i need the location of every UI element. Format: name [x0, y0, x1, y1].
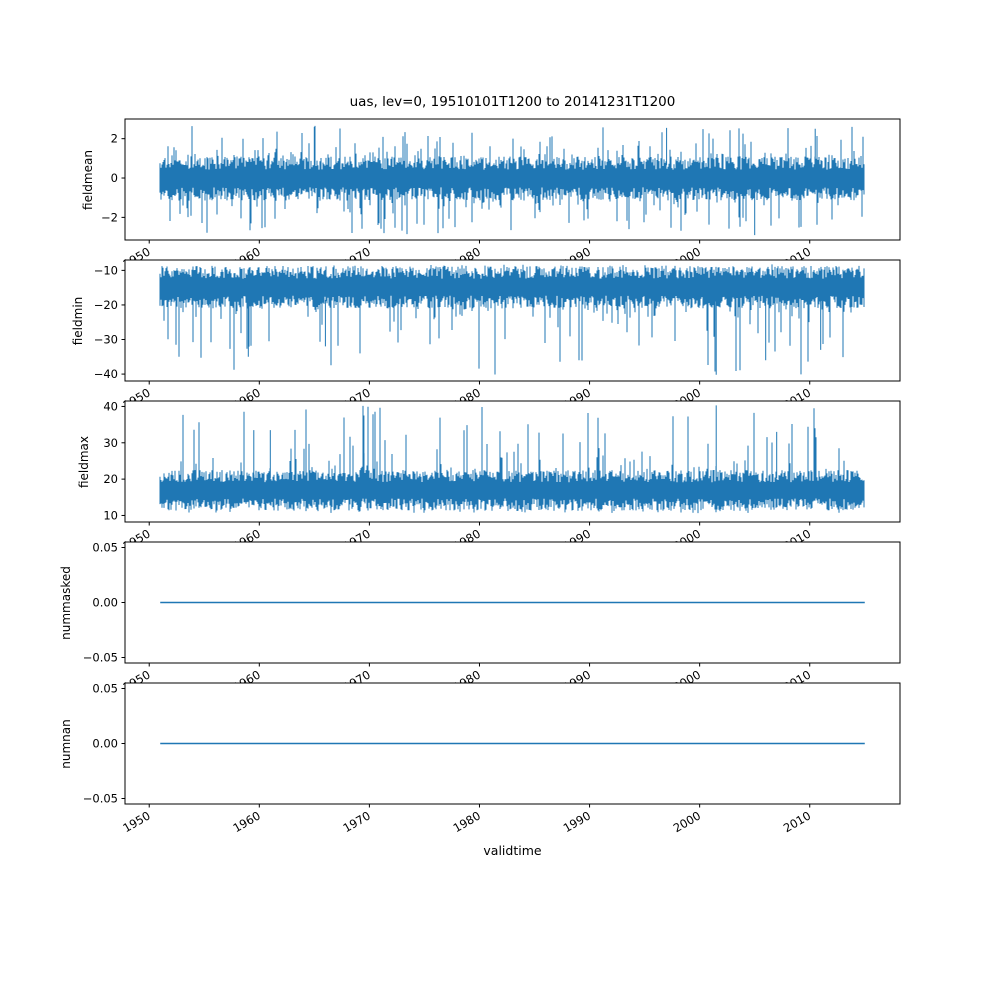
ytick-label: 30	[103, 436, 118, 450]
ylabel-fieldmean: fieldmean	[81, 149, 95, 210]
ytick-label: 40	[103, 399, 118, 413]
ytick-label: 2	[111, 132, 118, 146]
ytick-label: 20	[103, 472, 118, 486]
ytick-label: 0.00	[92, 737, 118, 751]
ylabel-fieldmin: fieldmin	[71, 296, 85, 345]
xtick-label: 2010	[781, 808, 813, 835]
ytick-label: −20	[94, 298, 118, 312]
ylabel-fieldmax: fieldmax	[77, 435, 91, 488]
series-fieldmin	[159, 264, 865, 375]
ylabel-numnan: numnan	[59, 718, 73, 769]
xtick-label: 1960	[230, 808, 262, 835]
xtick-label: 1990	[561, 808, 593, 835]
xtick-label: 1970	[341, 808, 373, 835]
ytick-label: −0.05	[83, 651, 118, 665]
chart-title: uas, lev=0, 19510101T1200 to 20141231T12…	[349, 94, 676, 110]
series-fieldmean	[159, 125, 865, 236]
ytick-label: −30	[94, 333, 118, 347]
ytick-label: 0	[111, 171, 118, 185]
ytick-label: 0.00	[92, 596, 118, 610]
ytick-label: −2	[101, 210, 118, 224]
ytick-label: −40	[94, 367, 118, 381]
xtick-label: 2000	[671, 808, 703, 835]
ytick-label: 0.05	[92, 682, 118, 696]
xtick-label: 1980	[451, 808, 483, 835]
xlabel: validtime	[483, 843, 542, 858]
series-fieldmax	[159, 405, 865, 514]
ytick-label: 10	[103, 508, 118, 522]
ylabel-nummasked: nummasked	[59, 565, 73, 640]
ytick-label: −0.05	[83, 792, 118, 806]
xtick-label: 1950	[120, 808, 152, 835]
ytick-label: −10	[94, 263, 118, 277]
ytick-label: 0.05	[92, 541, 118, 555]
